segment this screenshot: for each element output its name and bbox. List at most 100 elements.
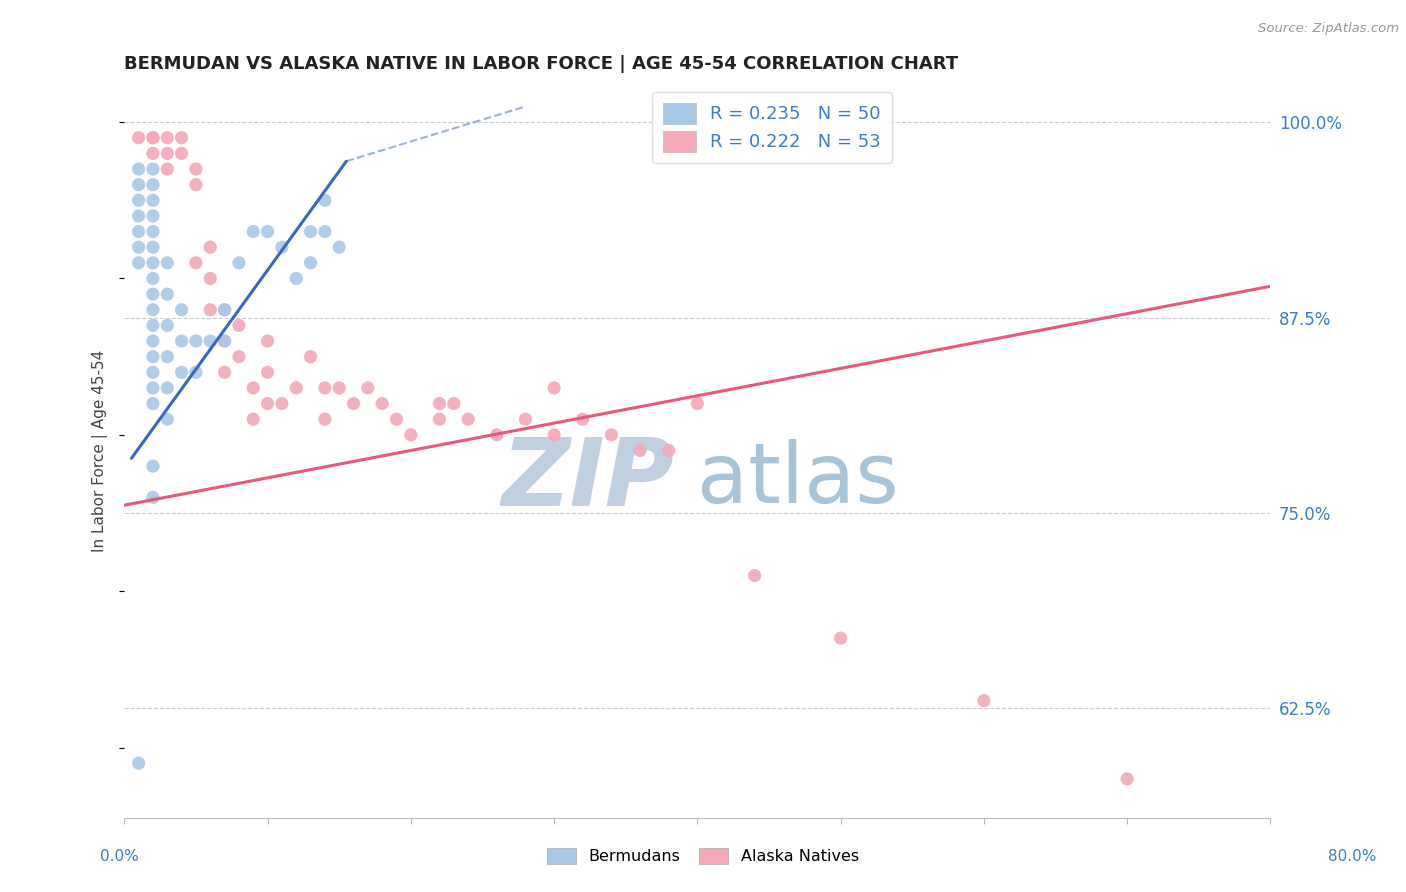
Text: atlas: atlas (697, 440, 898, 520)
Point (242, 381, 264, 395)
Point (256, 334, 278, 348)
Point (457, 412, 479, 426)
Point (184, 161, 207, 176)
Point (142, 146, 165, 161)
Point (142, 396, 165, 410)
Point (128, 130, 150, 145)
Point (156, 287, 179, 301)
Point (142, 334, 165, 348)
Point (214, 302, 236, 317)
Point (128, 178, 150, 192)
Point (142, 256, 165, 270)
Point (142, 271, 165, 285)
Point (628, 443, 651, 458)
Point (270, 396, 292, 410)
Point (228, 350, 250, 364)
Point (156, 161, 179, 176)
Point (256, 365, 278, 379)
Point (170, 365, 193, 379)
Point (328, 240, 350, 254)
Point (285, 271, 308, 285)
Point (142, 194, 165, 208)
Point (328, 381, 350, 395)
Point (342, 396, 364, 410)
Point (744, 568, 766, 582)
Point (830, 631, 852, 645)
Point (371, 396, 394, 410)
Text: BERMUDAN VS ALASKA NATIVE IN LABOR FORCE | AGE 45-54 CORRELATION CHART: BERMUDAN VS ALASKA NATIVE IN LABOR FORCE… (124, 55, 959, 73)
Point (184, 365, 207, 379)
Point (658, 443, 681, 458)
Point (485, 427, 508, 442)
Point (156, 412, 179, 426)
Point (142, 459, 165, 474)
Point (184, 178, 207, 192)
Point (571, 412, 593, 426)
Point (170, 302, 193, 317)
Point (128, 240, 150, 254)
Point (128, 209, 150, 223)
Point (142, 130, 165, 145)
Point (314, 412, 336, 426)
Point (200, 302, 222, 317)
Point (399, 427, 422, 442)
Point (285, 381, 308, 395)
Point (156, 146, 179, 161)
Point (299, 225, 322, 239)
Point (256, 225, 278, 239)
Point (128, 756, 150, 771)
Point (142, 381, 165, 395)
Text: 80.0%: 80.0% (1329, 849, 1376, 864)
Point (299, 256, 322, 270)
Point (200, 271, 222, 285)
Point (429, 396, 451, 410)
Point (228, 256, 250, 270)
Point (128, 256, 150, 270)
Point (142, 178, 165, 192)
Point (299, 350, 322, 364)
Point (170, 334, 193, 348)
Point (142, 365, 165, 379)
Point (184, 256, 207, 270)
Point (142, 209, 165, 223)
Point (156, 130, 179, 145)
Point (170, 130, 193, 145)
Point (142, 130, 165, 145)
Point (357, 381, 380, 395)
Point (600, 427, 623, 442)
Point (142, 302, 165, 317)
Text: ZIP: ZIP (502, 434, 675, 526)
Point (686, 396, 709, 410)
Point (142, 240, 165, 254)
Point (200, 240, 222, 254)
Point (385, 412, 408, 426)
Text: 0.0%: 0.0% (100, 849, 139, 864)
Point (314, 225, 336, 239)
Point (128, 161, 150, 176)
Point (242, 412, 264, 426)
Point (142, 491, 165, 505)
Point (200, 334, 222, 348)
Point (184, 334, 207, 348)
Point (156, 318, 179, 333)
Point (214, 334, 236, 348)
Point (973, 693, 995, 707)
Point (128, 225, 150, 239)
Point (228, 318, 250, 333)
Point (142, 350, 165, 364)
Point (128, 194, 150, 208)
Point (270, 240, 292, 254)
Point (214, 334, 236, 348)
Point (142, 161, 165, 176)
Point (156, 381, 179, 395)
Point (256, 396, 278, 410)
Point (429, 412, 451, 426)
Point (515, 412, 537, 426)
Point (543, 427, 565, 442)
Point (156, 256, 179, 270)
Point (214, 365, 236, 379)
Point (543, 381, 565, 395)
Point (242, 225, 264, 239)
Legend: Bermudans, Alaska Natives: Bermudans, Alaska Natives (540, 841, 866, 871)
Point (443, 396, 465, 410)
